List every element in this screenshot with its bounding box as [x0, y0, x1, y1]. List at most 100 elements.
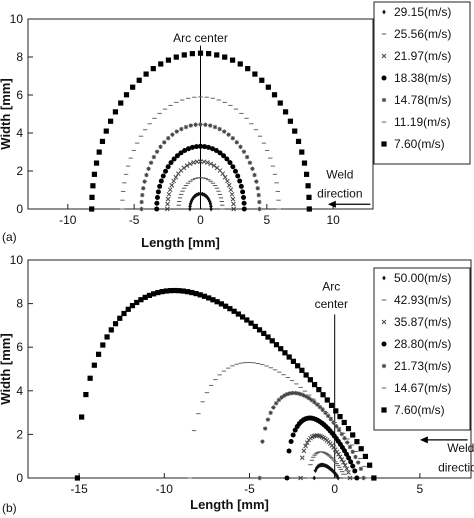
data-point — [344, 451, 350, 457]
x-tick-label: 0 — [331, 482, 338, 496]
data-point — [176, 288, 182, 294]
data-point — [144, 172, 149, 178]
data-point — [238, 183, 244, 189]
data-point — [213, 148, 219, 154]
data-point — [230, 196, 236, 202]
data-point — [174, 153, 180, 159]
data-point — [290, 390, 295, 396]
data-point — [342, 463, 348, 468]
data-point — [287, 118, 294, 124]
data-point — [162, 140, 167, 145]
data-point — [180, 288, 186, 294]
data-point — [163, 168, 169, 174]
data-point — [306, 194, 312, 200]
data-point — [207, 199, 212, 204]
data-point — [138, 297, 144, 303]
data-point — [89, 206, 95, 212]
data-point — [325, 413, 331, 419]
data-point — [252, 172, 257, 178]
data-point — [142, 294, 148, 300]
data-point — [228, 187, 234, 193]
data-point — [252, 71, 258, 77]
legend-box — [373, 1, 471, 165]
data-point — [214, 299, 220, 305]
data-point — [140, 192, 145, 198]
data-point — [273, 342, 280, 348]
data-point — [139, 206, 144, 212]
y-tick-label: 8 — [16, 50, 23, 64]
data-point — [89, 194, 95, 200]
data-point — [282, 350, 288, 356]
data-point — [198, 143, 203, 149]
data-point — [155, 289, 161, 296]
data-point — [295, 391, 301, 396]
data-point — [123, 92, 130, 98]
data-point — [257, 199, 262, 205]
data-point — [331, 469, 336, 474]
data-point — [214, 165, 220, 171]
data-point — [265, 334, 271, 340]
data-point — [229, 191, 235, 197]
data-point — [151, 291, 157, 297]
data-point — [284, 475, 290, 481]
data-point — [276, 397, 282, 403]
data-point — [221, 153, 227, 159]
data-point — [336, 451, 341, 457]
data-point — [269, 338, 275, 344]
data-point — [252, 323, 258, 330]
data-point — [146, 292, 153, 299]
data-series — [187, 361, 371, 479]
data-point — [337, 454, 343, 460]
data-point — [341, 460, 346, 465]
data-point — [193, 122, 198, 127]
data-point — [295, 363, 301, 369]
data-point — [316, 387, 322, 393]
data-point — [248, 320, 254, 326]
legend-box — [373, 267, 471, 431]
data-point — [311, 382, 318, 388]
data-point — [93, 160, 100, 166]
data-point — [157, 183, 163, 189]
data-point — [235, 173, 241, 179]
data-point — [182, 148, 188, 154]
legend-entry: 21.73(m/s) — [394, 359, 451, 373]
data-point — [241, 200, 247, 206]
data-point — [210, 297, 216, 303]
data-point — [346, 455, 352, 461]
data-series — [74, 287, 377, 481]
data-point — [95, 351, 102, 357]
data-point — [112, 321, 119, 327]
data-point — [314, 465, 319, 471]
data-point — [257, 206, 262, 212]
data-point — [304, 440, 310, 445]
data-point — [211, 163, 217, 168]
legend-marker — [381, 97, 387, 103]
data-point — [339, 457, 345, 462]
data-point — [260, 439, 265, 444]
data-point — [255, 186, 260, 191]
legend: 50.00(m/s) 42.93(m/s) 35.87(m/s) 28.80(m/s)… — [373, 267, 471, 431]
data-point — [367, 462, 373, 468]
data-point — [196, 191, 201, 197]
legend-entry: 14.78(m/s) — [394, 93, 451, 107]
legend-entry: 7.60(m/s) — [394, 137, 445, 151]
data-point — [154, 149, 160, 154]
data-point — [190, 196, 195, 202]
data-point — [91, 171, 98, 177]
x-tick-label: -10 — [156, 482, 174, 496]
legend-entry: 28.80(m/s) — [394, 337, 451, 351]
data-point — [167, 288, 174, 294]
data-point — [347, 444, 353, 450]
data-point — [165, 164, 171, 170]
y-tick-label: 6 — [16, 340, 23, 354]
data-point — [204, 193, 208, 199]
data-point — [87, 375, 93, 381]
data-point — [345, 440, 350, 445]
data-point — [186, 146, 192, 152]
legend-entry: 14.67(m/s) — [394, 381, 451, 395]
data-point — [189, 199, 194, 204]
data-point — [306, 396, 312, 401]
data-point — [232, 168, 238, 174]
data-point — [290, 358, 297, 364]
data-point — [197, 50, 204, 56]
